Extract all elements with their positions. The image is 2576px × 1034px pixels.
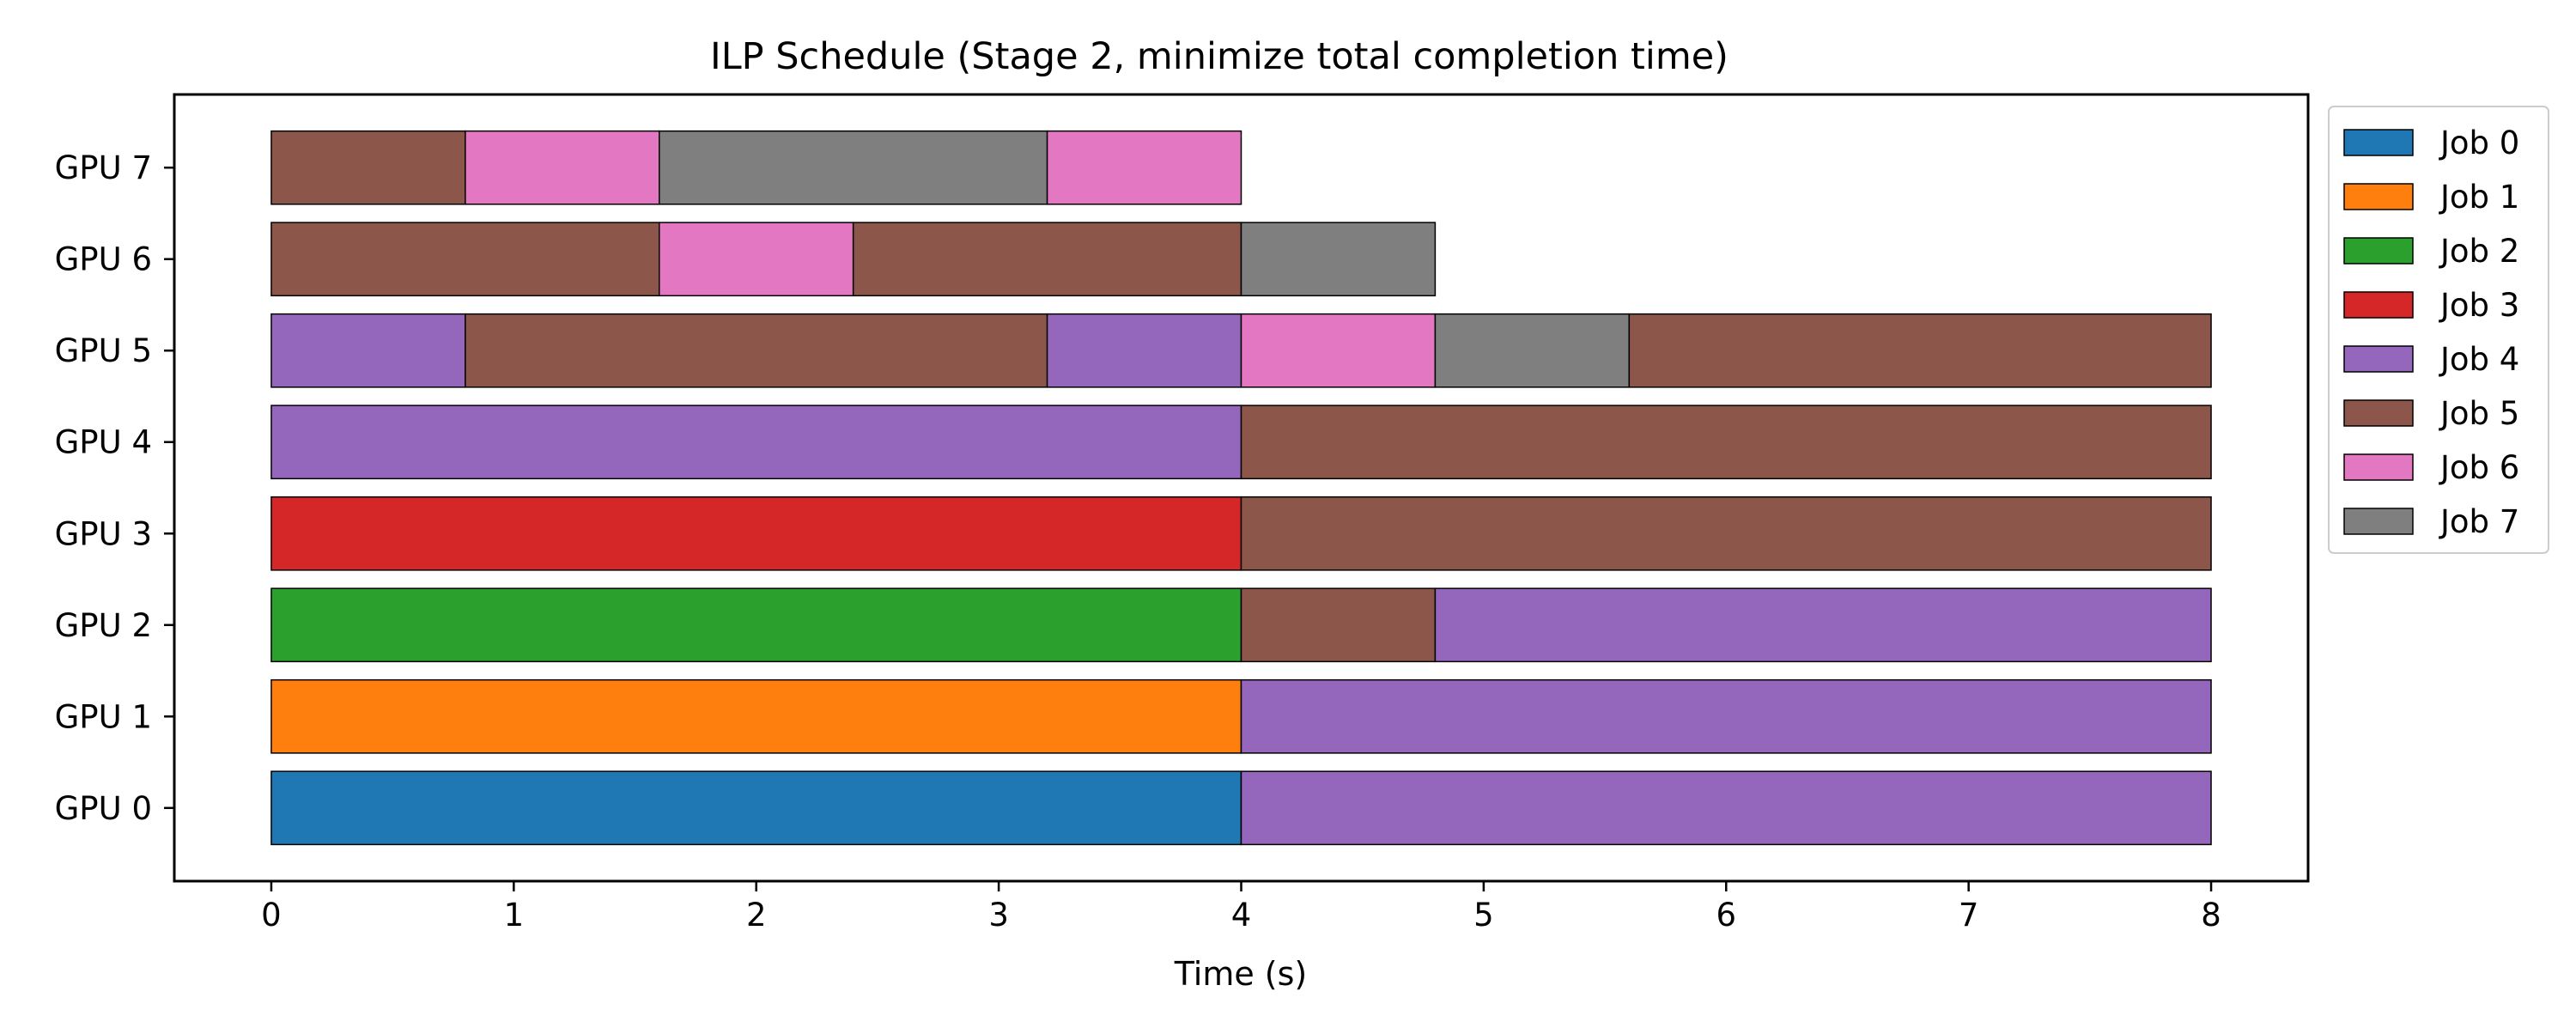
- y-tick-label: GPU 5: [55, 332, 152, 369]
- legend-swatch: [2343, 129, 2414, 156]
- schedule-bar: [852, 222, 1242, 297]
- legend: Job 0 Job 1 Job 2 Job 3 Job 4 Job 5 Job 6 Job 7: [2328, 106, 2549, 554]
- schedule-bar: [1434, 313, 1631, 388]
- legend-label: Job 3: [2439, 287, 2519, 324]
- legend-swatch: [2343, 399, 2414, 427]
- y-tick-label: GPU 0: [55, 790, 152, 827]
- chart-title: ILP Schedule (Stage 2, minimize total co…: [710, 35, 1728, 78]
- y-axis: GPU 0 GPU 1 GPU 2 GPU 3 GPU 4 GPU 5 GPU 6 GPU 7: [55, 149, 174, 827]
- schedule-bar: [270, 313, 466, 388]
- x-tick-label: 7: [1959, 897, 1979, 934]
- schedule-bar: [270, 222, 660, 297]
- y-tick-label: GPU 6: [55, 241, 152, 278]
- schedule-bar: [270, 678, 1242, 754]
- y-tick-label: GPU 1: [55, 698, 152, 735]
- schedule-bar: [1240, 770, 2212, 846]
- schedule-bar: [1628, 313, 2212, 388]
- schedule-bar: [270, 770, 1242, 846]
- legend-label: Job 1: [2439, 179, 2519, 216]
- y-tick-label: GPU 7: [55, 149, 152, 186]
- legend-swatch: [2343, 453, 2414, 481]
- x-axis: 0 1 2 3 4 5 6 7 8: [261, 881, 2221, 934]
- legend-label: Job 4: [2439, 341, 2519, 378]
- legend-label: Job 5: [2439, 395, 2519, 432]
- schedule-bar: [1046, 313, 1242, 388]
- schedule-bar: [270, 404, 1242, 480]
- gpu-rows: [270, 130, 2212, 846]
- schedule-bar: [465, 130, 660, 205]
- schedule-bar: [659, 130, 1048, 205]
- x-tick-label: 6: [1716, 897, 1736, 934]
- legend-swatch: [2343, 237, 2414, 265]
- legend-label: Job 6: [2439, 449, 2519, 486]
- legend-label: Job 7: [2439, 503, 2519, 540]
- schedule-bar: [270, 496, 1242, 571]
- x-tick-label: 3: [988, 897, 1009, 934]
- legend-label: Job 2: [2439, 233, 2519, 270]
- legend-swatch: [2343, 183, 2414, 210]
- legend-swatch: [2343, 345, 2414, 373]
- x-tick-label: 8: [2201, 897, 2221, 934]
- schedule-bar: [1240, 222, 1437, 297]
- y-tick-label: GPU 3: [55, 515, 152, 552]
- schedule-bar: [659, 222, 854, 297]
- schedule-bar: [1240, 404, 2212, 480]
- legend-swatch: [2343, 291, 2414, 319]
- x-axis-label: Time (s): [1174, 955, 1308, 993]
- x-tick-label: 2: [746, 897, 767, 934]
- schedule-bar: [1046, 130, 1242, 205]
- legend-frame: [2328, 106, 2549, 554]
- legend-swatch: [2343, 508, 2414, 535]
- schedule-bar: [1240, 678, 2212, 754]
- y-tick-label: GPU 4: [55, 424, 152, 461]
- legend-label: Job 0: [2439, 125, 2519, 161]
- schedule-bar: [465, 313, 1048, 388]
- schedule-bar: [1240, 587, 1437, 663]
- schedule-bar: [270, 587, 1242, 663]
- x-tick-label: 1: [504, 897, 525, 934]
- x-tick-label: 5: [1473, 897, 1494, 934]
- schedule-bar: [270, 130, 466, 205]
- x-tick-label: 0: [261, 897, 282, 934]
- schedule-bar: [1434, 587, 2212, 663]
- x-tick-label: 4: [1231, 897, 1252, 934]
- schedule-bar: [1240, 496, 2212, 571]
- y-tick-label: GPU 2: [55, 607, 152, 644]
- schedule-bar: [1240, 313, 1437, 388]
- plot-frame: [173, 93, 2310, 883]
